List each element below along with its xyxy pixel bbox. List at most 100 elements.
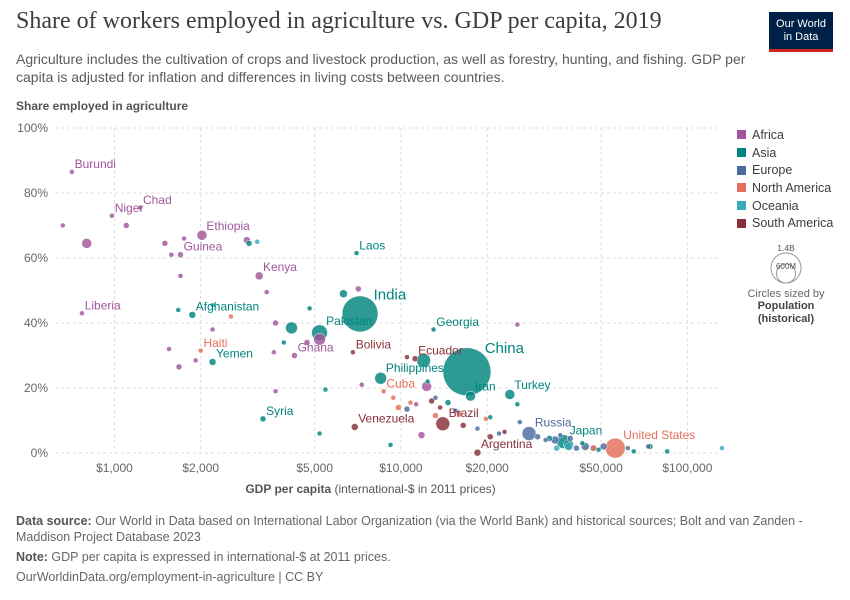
point-label-haiti: Haiti <box>203 336 227 350</box>
point-africa <box>166 346 172 352</box>
y-tick-label: 40% <box>24 316 48 330</box>
legend-label: Europe <box>752 163 793 178</box>
point-asia <box>664 448 670 455</box>
point-europe <box>542 437 549 443</box>
legend-item-south-america[interactable]: South America <box>737 214 833 232</box>
point-south-america <box>486 433 494 440</box>
legend-label: South America <box>752 216 834 231</box>
point-label-japan: Japan <box>570 424 603 438</box>
point-label-burundi: Burundi <box>75 157 116 171</box>
size-legend-small: 600M <box>776 262 796 271</box>
point-oceania <box>719 445 725 451</box>
point-europe <box>625 445 631 451</box>
x-tick-label: $10,000 <box>379 461 423 475</box>
point-cuba <box>380 388 387 394</box>
point-laos <box>353 250 360 256</box>
note-text: GDP per capita is expressed in internati… <box>47 550 391 564</box>
point-africa <box>175 363 183 371</box>
point-haiti <box>197 347 204 354</box>
legend-label: Asia <box>752 145 777 160</box>
logo-line-1: Our World <box>776 18 826 30</box>
size-legend-pop-2: (historical) <box>757 313 815 325</box>
size-legend-caption: Circles sized by <box>747 288 825 300</box>
point-label-chad: Chad <box>143 193 172 207</box>
footer-url[interactable]: OurWorldinData.org/employment-in-agricul… <box>16 570 324 584</box>
point-africa <box>303 339 311 346</box>
point-ethiopia <box>196 230 208 241</box>
point-north-america <box>432 412 439 419</box>
x-tick-label: $2,000 <box>182 461 219 475</box>
point-venezuela <box>351 423 359 431</box>
point-label-bolivia: Bolivia <box>356 338 392 352</box>
point-europe <box>496 430 502 437</box>
point-europe <box>474 425 481 432</box>
legend-swatch <box>737 183 746 193</box>
y-tick-label: 80% <box>24 186 48 200</box>
point-chad <box>137 204 143 211</box>
point-afghanistan <box>188 311 197 319</box>
x-axis-label: GDP per capita (international-$ in 2011 … <box>245 482 495 496</box>
point-label-laos: Laos <box>359 238 385 252</box>
point-africa <box>209 326 216 333</box>
size-legend: 1.4B 600M Circles sized by Population (h… <box>736 243 836 326</box>
point-label-brazil: Brazil <box>449 406 479 420</box>
point-ghana <box>291 352 298 359</box>
point-asia <box>339 289 348 298</box>
footer: Data source: Our World in Data based on … <box>16 513 831 589</box>
logo-line-2: in Data <box>783 31 819 43</box>
legend-item-africa[interactable]: Africa <box>737 126 833 144</box>
point-africa <box>417 431 426 439</box>
point-georgia <box>430 326 437 333</box>
point-oceania <box>209 302 216 308</box>
point-guinea <box>177 251 184 258</box>
point-south-america <box>459 422 467 429</box>
point-africa <box>271 349 277 355</box>
legend-item-oceania[interactable]: Oceania <box>737 197 833 215</box>
y-tick-label: 20% <box>24 381 48 395</box>
size-legend-big: 1.4B <box>777 244 795 253</box>
point-label-ecuador: Ecuador <box>418 344 463 358</box>
point-bolivia <box>350 349 356 355</box>
point-south-america <box>404 354 410 360</box>
point-asia <box>514 401 521 407</box>
legend-item-europe[interactable]: Europe <box>737 161 833 179</box>
legend-item-north-america[interactable]: North America <box>737 179 833 197</box>
point-asia <box>387 442 394 448</box>
point-europe <box>403 405 411 413</box>
size-legend-circles: 1.4B 600M <box>765 243 807 286</box>
point-label-niger: Niger <box>115 201 144 215</box>
y-tick-label: 60% <box>24 251 48 265</box>
point-asia <box>444 399 452 406</box>
point-africa <box>181 235 187 242</box>
point-africa <box>272 388 279 394</box>
y-tick-label: 100% <box>17 121 48 135</box>
point-label-pakistan: Pakistan <box>326 314 372 328</box>
point-africa <box>514 321 521 328</box>
point-yemen <box>208 358 217 366</box>
point-label-georgia: Georgia <box>436 315 479 329</box>
legend-swatch <box>737 148 746 158</box>
point-label-ethiopia: Ethiopia <box>206 219 250 233</box>
point-africa <box>355 285 362 293</box>
legend-item-asia[interactable]: Asia <box>737 144 833 162</box>
point-asia <box>285 321 298 335</box>
point-label-united-states: United States <box>623 428 695 442</box>
point-africa <box>123 222 130 229</box>
point-label-china: China <box>485 340 525 357</box>
owid-logo[interactable]: Our World in Data <box>769 12 833 52</box>
point-russia <box>521 426 537 441</box>
point-label-kenya: Kenya <box>263 260 297 274</box>
point-asia <box>281 339 287 346</box>
legend-swatch <box>737 201 746 211</box>
x-tick-label: $50,000 <box>579 461 623 475</box>
point-niger <box>109 213 115 219</box>
data-source-line: Data source: Our World in Data based on … <box>16 513 831 545</box>
point-north-america <box>228 313 234 320</box>
point-africa <box>192 357 199 364</box>
point-africa <box>81 238 92 249</box>
point-asia <box>595 447 602 453</box>
x-axis-label-main: GDP per capita <box>245 482 331 496</box>
point-asia <box>245 240 253 247</box>
point-turkey <box>504 389 516 400</box>
